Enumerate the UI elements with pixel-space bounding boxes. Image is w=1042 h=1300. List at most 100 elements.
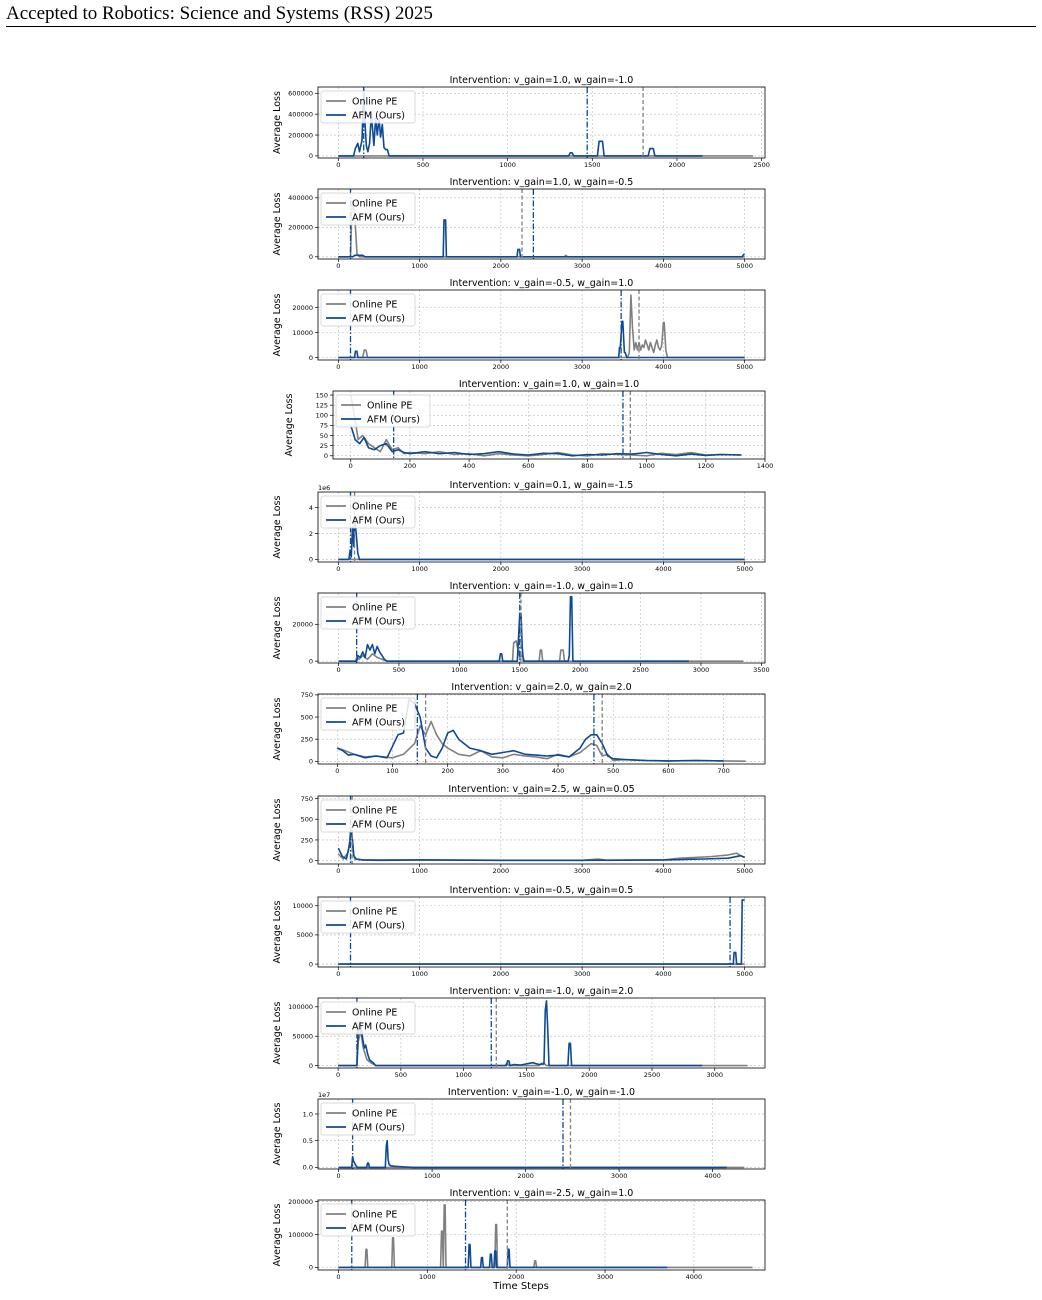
- x-tick-label: 500: [417, 161, 429, 169]
- x-tick-label: 2500: [644, 1071, 661, 1079]
- legend: Online PE AFM (Ours): [320, 900, 416, 934]
- x-tick-label: 800: [581, 462, 593, 470]
- x-axis-label: Time Steps: [493, 1281, 549, 1292]
- legend-label: Online PE: [352, 199, 397, 210]
- legend-label: Online PE: [352, 806, 397, 817]
- x-tick-label: 4000: [686, 1273, 703, 1281]
- x-tick-label: 400: [552, 767, 564, 775]
- chart-panel-8: 0 1000 2000 3000 4000 5000 0 250 500 750 Intervent…: [272, 784, 766, 875]
- x-tick-label: 0: [336, 363, 340, 371]
- y-axis-label: Average Loss: [284, 394, 295, 457]
- x-tick-label: 200: [404, 462, 416, 470]
- x-tick-label: 0: [336, 1071, 340, 1079]
- chart-panel-10: 0 500 1000 1500 2000 2500 3000 0 50000 100000 Inte…: [272, 986, 766, 1079]
- axes-frame: [317, 1199, 766, 1271]
- chart-panel-7: 0 100 200 300 400 500 600 700 0 250 500 750 Interven…: [272, 682, 766, 775]
- y-tick-label: 400000: [288, 110, 313, 118]
- legend-label: AFM (Ours): [352, 1022, 405, 1033]
- y-tick-label: 4: [309, 504, 313, 512]
- legend-label: AFM (Ours): [352, 617, 405, 628]
- legend-label: Online PE: [352, 603, 397, 614]
- y-tick-label: 100000: [288, 1231, 313, 1239]
- series-line-afm: [337, 830, 746, 862]
- legend-label: AFM (Ours): [352, 820, 405, 831]
- x-tick-label: 500: [393, 666, 405, 674]
- legend-label: AFM (Ours): [352, 718, 405, 729]
- x-tick-label: 100: [386, 767, 398, 775]
- chart-title: Intervention: v_gain=1.0, w_gain=1.0: [459, 379, 639, 390]
- y-tick-label: 250: [301, 836, 313, 844]
- chart-title: Intervention: v_gain=1.0, w_gain=-1.0: [450, 75, 634, 86]
- axes-frame: [317, 997, 766, 1069]
- x-tick-label: 3000: [574, 262, 591, 270]
- x-tick-label: 4000: [655, 565, 672, 573]
- y-tick-label: 10000: [292, 329, 313, 337]
- y-axis-label: Average Loss: [272, 1002, 283, 1065]
- y-axis-label: Average Loss: [272, 597, 283, 660]
- x-tick-label: 1500: [511, 666, 528, 674]
- x-tick-label: 0: [336, 970, 340, 978]
- plot-area: [338, 897, 745, 967]
- x-tick-label: 0: [337, 1172, 341, 1180]
- x-tick-label: 300: [497, 767, 509, 775]
- legend-label: Online PE: [367, 401, 412, 412]
- series-line-afm: [338, 515, 745, 561]
- y-tick-label: 0: [309, 657, 313, 665]
- x-tick-label: 2000: [517, 1172, 534, 1180]
- axes-frame: [317, 289, 766, 361]
- x-tick-label: 5000: [736, 867, 753, 875]
- y-axis-label: Average Loss: [272, 901, 283, 964]
- y-axis-label: Average Loss: [272, 294, 283, 357]
- legend-label: Online PE: [352, 300, 397, 311]
- chart-panel-3: 0 1000 2000 3000 4000 5000 0 10000 20000 Interven…: [272, 278, 766, 371]
- axes-frame: [317, 86, 766, 159]
- series-line-afm: [338, 219, 745, 258]
- y-tick-label: 500: [301, 816, 313, 824]
- y-tick-label: 10000: [292, 902, 313, 910]
- axes-frame: [317, 188, 766, 260]
- series-line-afm: [350, 425, 742, 457]
- x-tick-label: 2500: [632, 666, 649, 674]
- y-tick-label: 25: [320, 442, 328, 450]
- plot-area: [338, 189, 745, 259]
- x-tick-label: 3000: [707, 1071, 724, 1079]
- x-tick-label: 0: [336, 1273, 340, 1281]
- y-tick-label: 200000: [288, 224, 313, 232]
- series-line-afm: [338, 1243, 668, 1269]
- x-tick-label: 4000: [655, 970, 672, 978]
- y-tick-label: 250: [301, 735, 313, 743]
- x-tick-label: 0: [336, 666, 340, 674]
- x-tick-label: 400: [463, 462, 475, 470]
- x-tick-label: 1000: [419, 1273, 436, 1281]
- y-scale-label: 1e7: [318, 1091, 330, 1099]
- y-tick-label: 150: [316, 391, 328, 399]
- chart-title: Intervention: v_gain=-2.5, w_gain=1.0: [450, 1188, 634, 1199]
- legend: Online PE AFM (Ours): [320, 1203, 416, 1237]
- legend: Online PE AFM (Ours): [335, 394, 431, 428]
- series-line-afm: [338, 899, 745, 965]
- x-tick-label: 1000: [455, 1071, 472, 1079]
- legend-label: AFM (Ours): [352, 111, 405, 122]
- x-tick-label: 2000: [493, 867, 510, 875]
- y-tick-label: 0: [309, 253, 313, 261]
- legend-label: AFM (Ours): [352, 213, 405, 224]
- series-line-afm: [338, 1139, 727, 1169]
- chart-title: Intervention: v_gain=1.0, w_gain=-0.5: [450, 177, 634, 188]
- x-tick-label: 4000: [655, 262, 672, 270]
- x-tick-label: 0: [336, 867, 340, 875]
- y-axis-label: Average Loss: [272, 698, 283, 761]
- x-tick-label: 500: [395, 1071, 407, 1079]
- series-line-online-pe: [350, 394, 742, 457]
- x-tick-label: 1200: [698, 462, 715, 470]
- x-tick-label: 0: [349, 462, 353, 470]
- series-line-afm: [336, 698, 724, 762]
- x-tick-label: 600: [522, 462, 534, 470]
- plot-area: [338, 1099, 745, 1169]
- y-tick-label: 0: [309, 1264, 313, 1272]
- y-tick-label: 0: [324, 452, 328, 460]
- y-tick-label: 50000: [292, 1033, 313, 1041]
- x-tick-label: 3000: [574, 867, 591, 875]
- x-tick-label: 2000: [493, 970, 510, 978]
- legend: Online PE AFM (Ours): [320, 799, 416, 833]
